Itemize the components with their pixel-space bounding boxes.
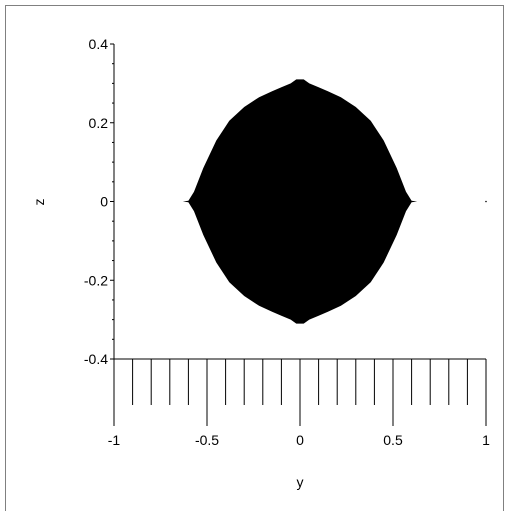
y-tick-label: 1 — [482, 432, 490, 448]
z-tick-label: -0.4 — [84, 351, 108, 367]
axes — [110, 43, 487, 426]
y-tick-label: 0.5 — [383, 432, 403, 448]
x-axis-label: y — [297, 474, 304, 490]
y-tick-label: 0 — [296, 432, 304, 448]
y-tick-label: -0.5 — [195, 432, 219, 448]
tick-labels: -0.4 -0.2 0 0.2 0.4 -1 -0.5 0 0.5 1 — [84, 36, 490, 448]
z-tick-label: -0.2 — [84, 272, 108, 288]
data-point — [485, 200, 487, 203]
plot-area — [182, 79, 487, 324]
z-tick-label: 0 — [100, 194, 108, 210]
data-region — [182, 79, 418, 324]
y-axis-label: z — [31, 199, 47, 206]
z-tick-label: 0.2 — [89, 115, 109, 131]
z-tick-label: 0.4 — [89, 36, 109, 52]
y-tick-label: -1 — [108, 432, 121, 448]
